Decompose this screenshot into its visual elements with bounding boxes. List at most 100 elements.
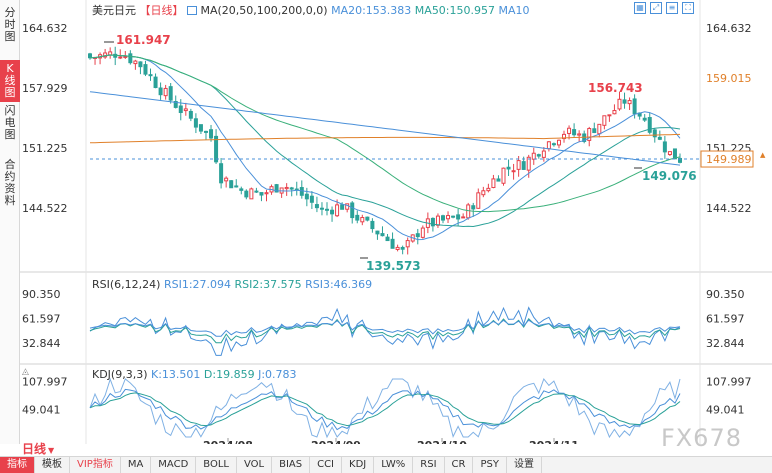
main-legend: 美元日元 【日线】 MA(20,50,100,200,0,0) MA20:153… <box>92 2 530 18</box>
candle-body <box>148 74 153 77</box>
current-price-box <box>700 150 754 168</box>
ma200-line <box>89 133 681 144</box>
toolbar-btn-2[interactable]: VIP指标 <box>70 456 121 473</box>
candle-body <box>622 99 627 104</box>
candle-body <box>133 60 138 65</box>
candle-body <box>471 205 476 210</box>
candle-body <box>536 154 541 157</box>
kdj-legend: KDJ(9,3,3) K:13.501 D:19.859 J:0.783 <box>92 368 297 381</box>
candle-body <box>264 192 269 195</box>
kdj-params: KDJ(9,3,3) <box>92 368 148 381</box>
candle-body <box>506 166 511 170</box>
toolbar-btn-11[interactable]: RSI <box>413 456 445 473</box>
candle-body <box>128 53 133 64</box>
fullscreen-icon[interactable]: ⛶ <box>682 2 694 14</box>
kline-chart[interactable]: 164.632 157.929 151.225 144.522 164.632 159.0… <box>20 0 772 452</box>
symbol-name: 美元日元 <box>92 4 136 17</box>
candle-body <box>365 216 370 221</box>
candle-body <box>430 217 435 227</box>
kdj-tick-right: 49.041 <box>706 404 745 417</box>
rsi3-line <box>89 319 681 337</box>
current-price-marker: ▲ <box>760 151 766 159</box>
kdj-tick-right: 107.997 <box>706 375 752 388</box>
toolbar-btn-1[interactable]: 模板 <box>35 456 70 473</box>
price-tick-right: 144.522 <box>706 202 752 215</box>
rsi-tick-left: 32.844 <box>22 337 61 350</box>
candle-body <box>229 180 234 189</box>
toolbar-btn-3[interactable]: MA <box>121 456 152 473</box>
candle-body <box>385 236 390 242</box>
candle-body <box>143 64 148 75</box>
candle-body <box>168 86 173 101</box>
candle-body <box>405 240 410 248</box>
rsi-tick-right: 90.350 <box>706 288 745 301</box>
candle-body <box>163 87 168 97</box>
toolbar-btn-0[interactable]: 指标 <box>0 456 35 473</box>
kdj-tick-left: 107.997 <box>22 375 68 388</box>
toolbar-btn-6[interactable]: VOL <box>237 456 273 473</box>
candle-body <box>335 204 340 217</box>
side-tab-2[interactable]: 闪电图 <box>4 104 16 141</box>
annotation-high2: 156.743 <box>588 81 643 95</box>
rsi2-value: RSI2:37.575 <box>234 278 302 291</box>
candle-body <box>481 190 486 196</box>
kdj-j-line <box>89 377 681 439</box>
toolbar-btn-4[interactable]: MACD <box>151 456 197 473</box>
toolbar-btn-10[interactable]: LW% <box>374 456 414 473</box>
candle-body <box>304 193 309 200</box>
kdj-tick-left: 49.041 <box>22 404 61 417</box>
candle-body <box>461 216 466 219</box>
candle-body <box>209 129 214 139</box>
date-label: 2024/10 <box>417 439 467 444</box>
period-tag[interactable]: 【日线】 <box>139 4 184 17</box>
candle-body <box>451 215 456 218</box>
candle-body <box>541 150 546 158</box>
toolbar-btn-8[interactable]: CCI <box>310 456 343 473</box>
candle-body <box>607 114 612 117</box>
toolbar-btn-12[interactable]: CR <box>445 456 474 473</box>
kdj-k-line <box>89 388 681 431</box>
candle-body <box>632 98 637 115</box>
ma10-value: MA10 <box>498 4 530 17</box>
rsi-legend: RSI(6,12,24) RSI1:27.094 RSI2:37.575 RSI… <box>92 278 372 291</box>
candle-body <box>309 195 314 203</box>
toolbar-btn-13[interactable]: PSY <box>473 456 507 473</box>
toolbar-btn-14[interactable]: 设置 <box>507 456 542 473</box>
candle-body <box>420 227 425 238</box>
candle-body <box>350 202 355 219</box>
grid-icon[interactable]: ▦ <box>634 2 646 14</box>
candle-body <box>667 151 672 156</box>
rsi1-value: RSI1:27.094 <box>163 278 232 291</box>
candle-body <box>435 215 440 226</box>
toolbar-btn-9[interactable]: KDJ <box>342 456 375 473</box>
candle-body <box>592 128 597 134</box>
candle-body <box>415 233 420 238</box>
side-tab-3[interactable]: 合约资料 <box>4 158 16 207</box>
side-tab-0[interactable]: 分时图 <box>4 6 16 43</box>
expand-icon[interactable]: ⤢ <box>650 2 662 14</box>
annotation-low2: 149.076 <box>642 169 697 183</box>
candle-body <box>551 143 556 146</box>
rsi2-line <box>89 318 681 344</box>
indicator-toolbar: 指标 模板 VIP指标 MA MACD BOLL VOL BIAS CCI KDJ LW% RSI CR… <box>0 456 772 473</box>
candle-body <box>496 178 501 182</box>
candle-body <box>325 208 330 211</box>
candle-body <box>355 214 360 221</box>
price-tick-left: 151.225 <box>22 142 68 155</box>
candle-body <box>466 204 471 219</box>
candle-body <box>138 61 143 68</box>
rsi-tick-left: 61.597 <box>22 312 61 325</box>
candle-body <box>501 167 506 184</box>
toolbar-btn-7[interactable]: BIAS <box>272 456 311 473</box>
list-icon[interactable]: ≡ <box>666 2 678 14</box>
price-tick-right: 159.015 <box>706 72 752 85</box>
toolbar-btn-5[interactable]: BOLL <box>196 456 237 473</box>
ma10-line <box>89 54 681 241</box>
candle-body <box>234 185 239 188</box>
ma-toggle-icon[interactable] <box>187 6 197 15</box>
candle-body <box>360 217 365 223</box>
period-selector[interactable]: 日线 ▼ <box>22 440 54 457</box>
kdj-settings-icon: ◬ <box>22 367 29 377</box>
ma20-value: MA20:153.383 <box>331 4 412 17</box>
